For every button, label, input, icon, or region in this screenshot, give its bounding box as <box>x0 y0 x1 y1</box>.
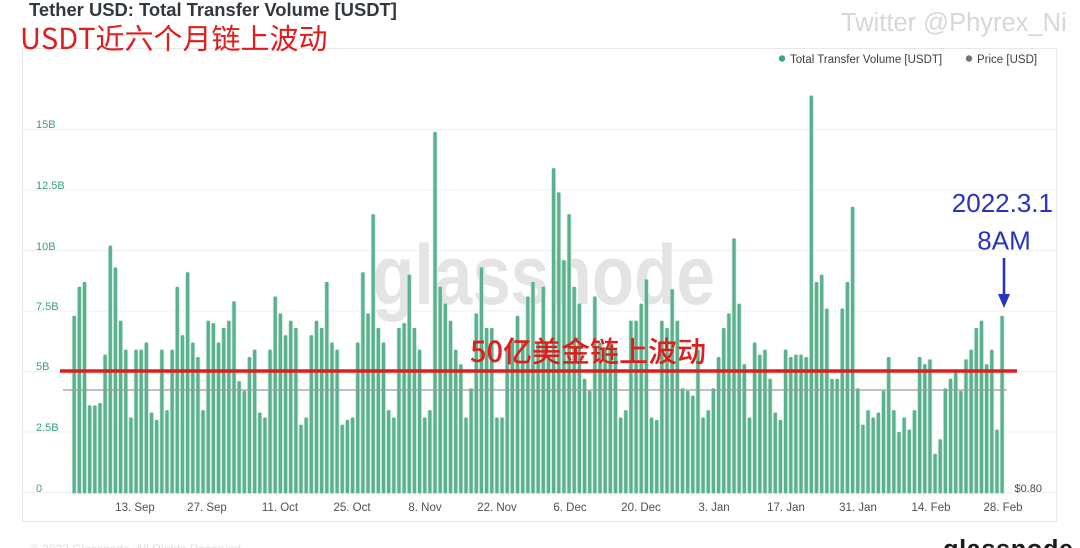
svg-text:Twitter @Phyrex_Ni: Twitter @Phyrex_Ni <box>841 9 1067 37</box>
svg-text:© 2022 Glassnode. All Rights R: © 2022 Glassnode. All Rights Reserved <box>30 542 241 548</box>
svg-text:25. Oct: 25. Oct <box>333 502 371 514</box>
svg-text:2.5B: 2.5B <box>36 422 59 434</box>
svg-text:8. Nov: 8. Nov <box>408 502 441 514</box>
svg-text:20. Dec: 20. Dec <box>621 502 661 514</box>
svg-text:10B: 10B <box>36 241 56 253</box>
svg-text:$0.80: $0.80 <box>1014 483 1042 495</box>
svg-text:Total Transfer Volume [USDT]: Total Transfer Volume [USDT] <box>790 54 942 66</box>
svg-text:15B: 15B <box>36 119 56 131</box>
svg-text:14. Feb: 14. Feb <box>912 502 951 514</box>
svg-text:2022.3.1: 2022.3.1 <box>952 188 1053 218</box>
svg-text:31. Jan: 31. Jan <box>839 502 877 514</box>
svg-text:3. Jan: 3. Jan <box>698 502 729 514</box>
svg-text:0: 0 <box>36 483 42 495</box>
svg-text:17. Jan: 17. Jan <box>767 502 805 514</box>
svg-text:27. Sep: 27. Sep <box>187 502 227 514</box>
svg-text:Tether USD: Total Transfer Vol: Tether USD: Total Transfer Volume [USDT] <box>29 0 397 20</box>
svg-text:Price [USD]: Price [USD] <box>977 54 1037 66</box>
svg-text:5B: 5B <box>36 361 49 373</box>
svg-text:8AM: 8AM <box>977 226 1030 256</box>
svg-text:12.5B: 12.5B <box>36 180 65 192</box>
svg-text:13. Sep: 13. Sep <box>115 502 155 514</box>
svg-text:7.5B: 7.5B <box>36 301 59 313</box>
svg-text:11. Oct: 11. Oct <box>262 502 299 514</box>
svg-text:glassnode: glassnode <box>943 536 1074 548</box>
svg-text:22. Nov: 22. Nov <box>477 502 517 514</box>
svg-text:6. Dec: 6. Dec <box>553 502 586 514</box>
svg-text:28. Feb: 28. Feb <box>984 502 1023 514</box>
